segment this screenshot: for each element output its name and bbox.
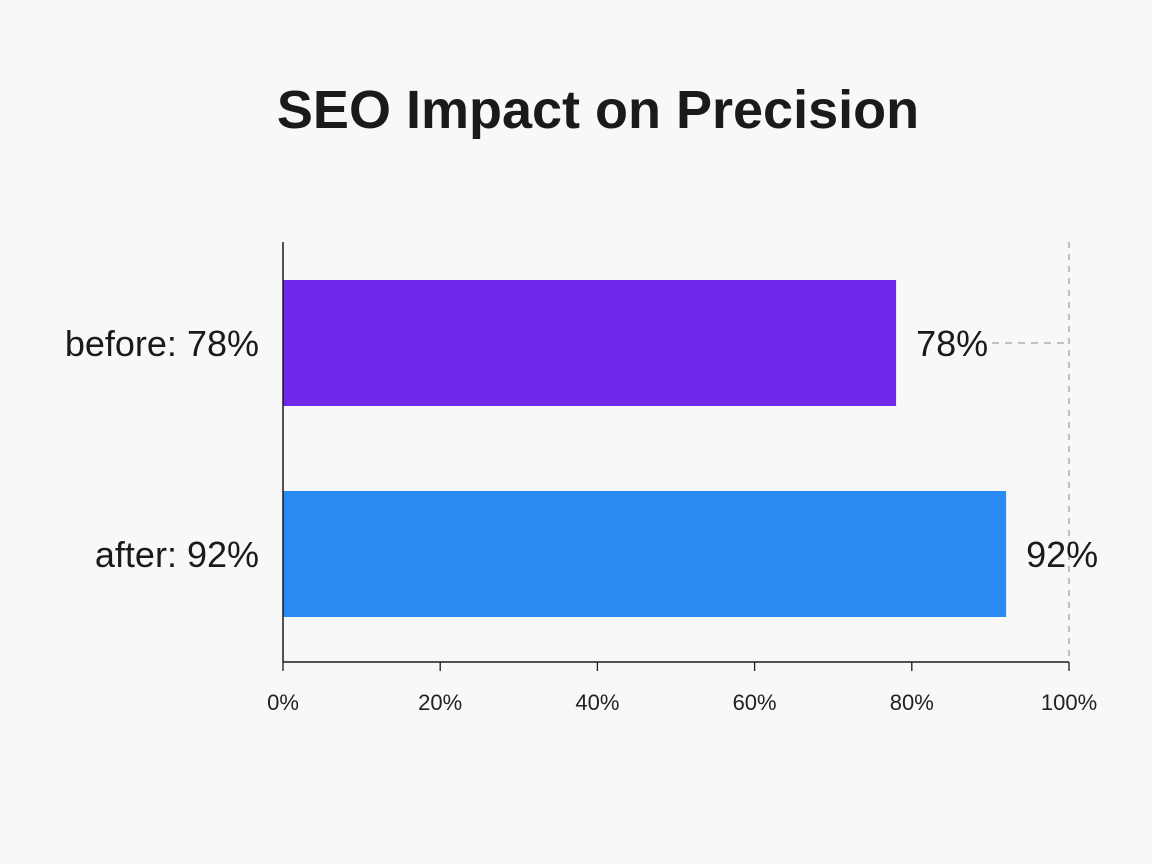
x-tick-label-1: 20% (418, 690, 462, 715)
chart-title: SEO Impact on Precision (277, 80, 919, 140)
bar-2 (283, 491, 1007, 617)
bar-1 (283, 280, 897, 406)
x-tick-label-3: 60% (733, 690, 777, 715)
category-label-1: before: 78% (65, 323, 259, 364)
x-tick-label-5: 100% (1041, 690, 1097, 715)
category-label-2: after: 92% (95, 534, 259, 575)
x-tick-label-0: 0% (267, 690, 299, 715)
data-label-2: 92% (1026, 534, 1098, 575)
data-label-1: 78% (916, 323, 988, 364)
x-tick-label-4: 80% (890, 690, 934, 715)
x-tick-label-2: 40% (575, 690, 619, 715)
plot-area: before: 78% 78% after: 92% 92% 0% 20% 40% 60% 80… (65, 242, 1098, 715)
